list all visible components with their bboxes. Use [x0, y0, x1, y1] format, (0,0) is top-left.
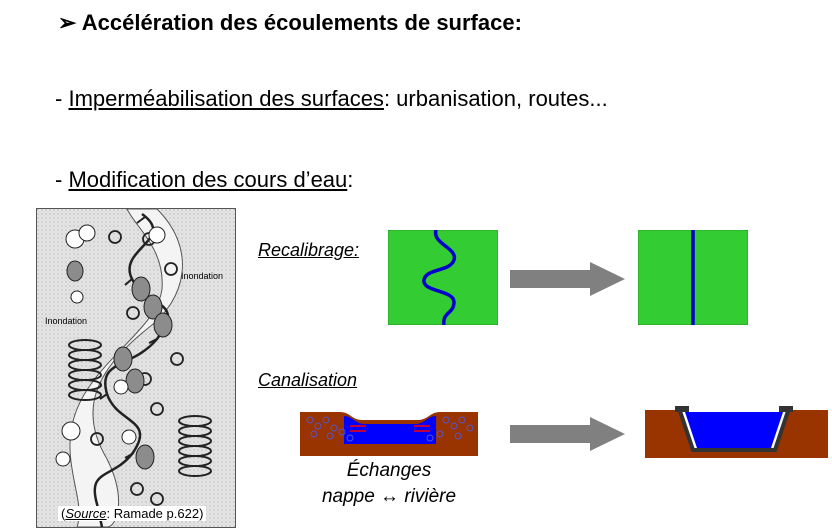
- grey-arrow-icon: [510, 417, 625, 451]
- bullet-dash: -: [55, 86, 69, 111]
- natural-bed-section: [300, 412, 478, 456]
- meander-illustration: Inondation Inondation: [36, 208, 236, 528]
- bullet-underlined-text: Modification des cours d’eau: [68, 167, 348, 192]
- shrub-icons: [55, 224, 166, 467]
- source-italic: Source: [65, 506, 107, 521]
- source-rest: : Ramade p.622: [106, 506, 200, 521]
- echanges-caption: Échanges nappe ↔ rivière: [300, 458, 478, 510]
- echanges-line1: Échanges: [346, 460, 432, 481]
- flood-spiral-right: [178, 415, 212, 477]
- straightened-river-panel: [638, 230, 748, 325]
- flow-arrows: [99, 216, 158, 459]
- tree-icons: [66, 260, 173, 470]
- source-caption: (Source: Ramade p.622): [58, 506, 207, 521]
- flood-label-right: Inondation: [181, 271, 223, 281]
- slide-heading: ➢ Accélération des écoulements de surfac…: [58, 10, 522, 36]
- channelized-bed-section: [645, 406, 828, 458]
- meandering-river-panel: [388, 230, 498, 325]
- water-natural: [344, 416, 436, 444]
- meander-drawing: Inondation Inondation: [37, 209, 235, 527]
- grey-arrow-icon: [510, 262, 625, 296]
- heading-text: Accélération des écoulements de surface:: [81, 10, 522, 35]
- transform-arrow-2: [510, 417, 625, 451]
- canalisation-label: Canalisation: [258, 370, 358, 390]
- meandering-river: [422, 230, 456, 325]
- water-channelized: [685, 412, 783, 448]
- wall-cap-right: [779, 406, 793, 412]
- recalibrage-label: Recalibrage:: [258, 240, 360, 260]
- bullet-impermeabilisation: - Imperméabilisation des surfaces: urban…: [55, 86, 608, 112]
- bullet-rest-text: : urbanisation, routes...: [383, 86, 608, 111]
- exchange-arrows: [350, 425, 430, 432]
- arrow-bullet-icon: ➢: [58, 10, 77, 35]
- floodplain-texture: [37, 209, 235, 527]
- bullet-underlined-text: Imperméabilisation des surfaces: [68, 86, 384, 111]
- transform-arrow-1: [510, 262, 625, 296]
- flood-label-left: Inondation: [45, 316, 87, 326]
- bullet-dash: -: [55, 167, 69, 192]
- permeable-gravel: [306, 416, 474, 442]
- bullet-rest-text: :: [347, 167, 354, 192]
- bullet-modification: - Modification des cours d’eau:: [55, 167, 353, 193]
- river-valley: [69, 209, 183, 527]
- echanges-line2: nappe ↔ rivière: [321, 486, 457, 507]
- wall-cap-left: [675, 406, 689, 412]
- concrete-walls: [677, 407, 791, 452]
- flood-spiral-left: [68, 339, 102, 401]
